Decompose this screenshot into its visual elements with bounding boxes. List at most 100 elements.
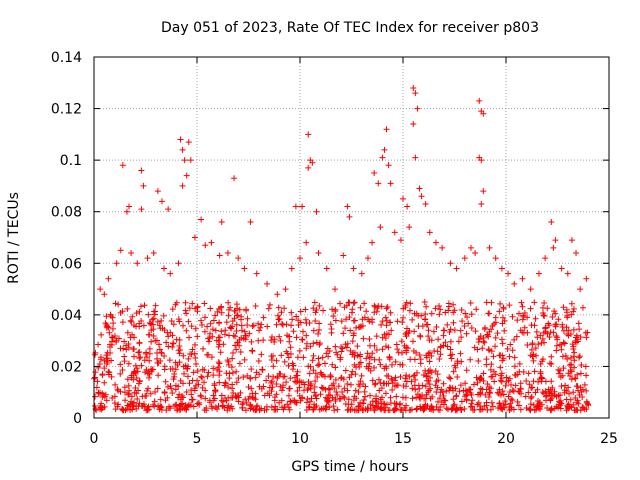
data-point: [101, 291, 108, 298]
baseline-point: [428, 310, 435, 317]
baseline-point: [509, 313, 516, 320]
baseline-point: [394, 318, 401, 325]
baseline-point: [273, 357, 280, 364]
baseline-point: [169, 332, 176, 339]
baseline-point: [409, 316, 416, 323]
baseline-point: [528, 385, 535, 392]
baseline-point: [556, 398, 563, 405]
baseline-point: [431, 347, 438, 354]
baseline-point: [341, 385, 348, 392]
baseline-point: [214, 308, 221, 315]
baseline-point: [576, 391, 583, 398]
baseline-point: [317, 391, 324, 398]
baseline-point: [427, 385, 434, 392]
baseline-point: [366, 336, 373, 343]
baseline-point: [129, 400, 136, 407]
baseline-point: [147, 390, 154, 397]
baseline-point: [422, 395, 429, 402]
baseline-point: [533, 328, 540, 335]
baseline-point: [575, 400, 582, 407]
baseline-point: [412, 386, 419, 393]
y-tick-label: 0.1: [60, 153, 82, 169]
baseline-point: [101, 379, 108, 386]
baseline-point: [289, 360, 296, 367]
baseline-point: [392, 374, 399, 381]
data-point: [377, 224, 384, 231]
baseline-point: [448, 355, 455, 362]
baseline-point: [357, 351, 364, 358]
baseline-point: [311, 389, 318, 396]
baseline-point: [331, 407, 338, 414]
baseline-point: [583, 406, 590, 413]
data-point: [299, 203, 306, 210]
baseline-point: [316, 320, 323, 327]
baseline-point: [504, 345, 511, 352]
baseline-point: [535, 341, 542, 348]
baseline-point: [347, 327, 354, 334]
baseline-point: [260, 314, 267, 321]
baseline-point: [248, 338, 255, 345]
baseline-point: [483, 361, 490, 368]
baseline-point: [285, 392, 292, 399]
baseline-point: [440, 332, 447, 339]
baseline-point: [289, 316, 296, 323]
baseline-point: [353, 407, 360, 414]
baseline-point: [537, 406, 544, 413]
data-point: [105, 275, 112, 282]
baseline-point: [371, 406, 378, 413]
baseline-point: [344, 340, 351, 347]
baseline-point: [211, 382, 218, 389]
baseline-point: [342, 325, 349, 332]
baseline-point: [107, 344, 114, 351]
baseline-point: [361, 314, 368, 321]
baseline-point: [120, 407, 127, 414]
baseline-point: [356, 402, 363, 409]
baseline-point: [218, 309, 225, 316]
baseline-point: [356, 383, 363, 390]
baseline-point: [369, 377, 376, 384]
baseline-point: [458, 398, 465, 405]
baseline-point: [204, 323, 211, 330]
baseline-point: [120, 345, 127, 352]
baseline-point: [109, 314, 116, 321]
baseline-point: [119, 319, 126, 326]
baseline-point: [386, 319, 393, 326]
data-point: [185, 139, 192, 146]
baseline-point: [572, 375, 579, 382]
baseline-point: [479, 345, 486, 352]
data-point: [552, 237, 559, 244]
baseline-point: [212, 327, 219, 334]
baseline-point: [293, 399, 300, 406]
baseline-point: [557, 405, 564, 412]
baseline-point: [258, 405, 265, 412]
baseline-point: [307, 363, 314, 370]
baseline-point: [509, 397, 516, 404]
baseline-point: [539, 389, 546, 396]
baseline-point: [557, 391, 564, 398]
baseline-point: [332, 376, 339, 383]
baseline-point: [312, 309, 319, 316]
baseline-point: [252, 302, 259, 309]
baseline-point: [543, 397, 550, 404]
baseline-point: [124, 329, 131, 336]
baseline-point: [362, 406, 369, 413]
data-point: [397, 237, 404, 244]
baseline-point: [115, 301, 122, 308]
baseline-point: [417, 356, 424, 363]
baseline-point: [473, 374, 480, 381]
baseline-point: [366, 360, 373, 367]
baseline-point: [570, 401, 577, 408]
baseline-point: [367, 367, 374, 374]
baseline-point: [239, 404, 246, 411]
data-point: [568, 237, 575, 244]
baseline-point: [212, 404, 219, 411]
baseline-point: [146, 374, 153, 381]
baseline-point: [548, 353, 555, 360]
baseline-point: [461, 322, 468, 329]
baseline-point: [451, 401, 458, 408]
baseline-point: [416, 352, 423, 359]
baseline-point: [184, 403, 191, 410]
baseline-point: [145, 403, 152, 410]
baseline-point: [576, 353, 583, 360]
data-point: [558, 265, 565, 272]
